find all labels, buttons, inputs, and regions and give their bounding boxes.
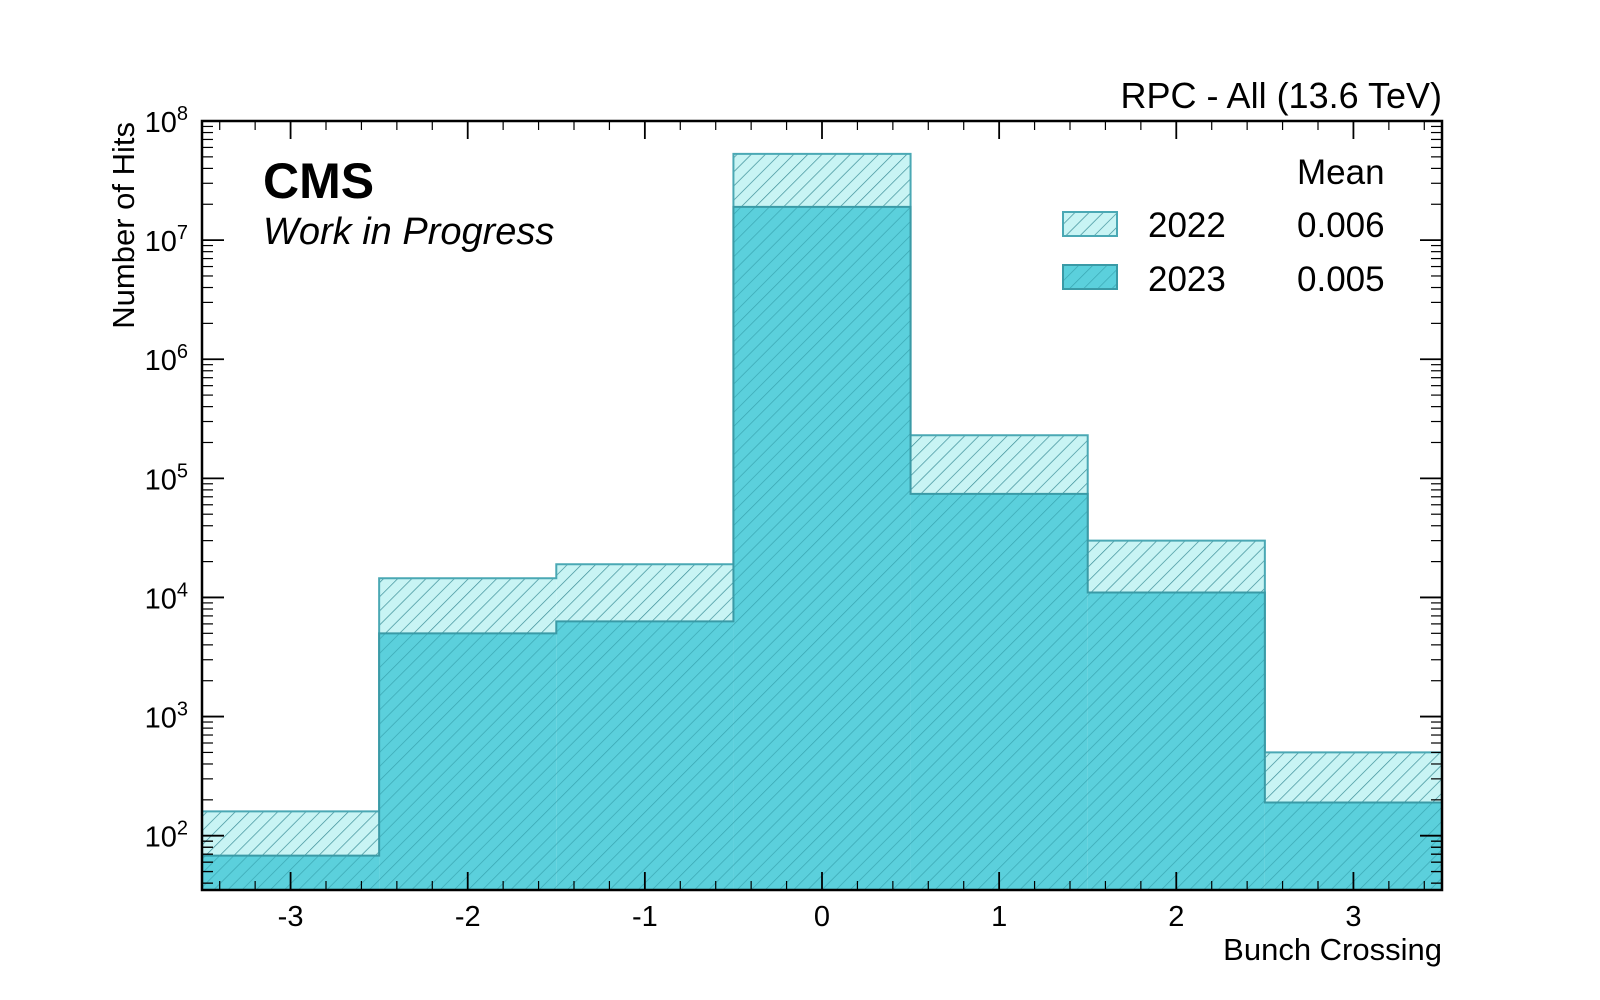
- bar-2023-bin-2: [1087, 592, 1265, 890]
- x-tick-label: 0: [814, 901, 830, 933]
- x-tick-label: -2: [455, 901, 481, 933]
- legend-mean-2023: 0.005: [1297, 260, 1385, 299]
- legend: Mean 2022 0.006 2023 0.005: [1062, 153, 1385, 299]
- axis-ticks: [202, 120, 1442, 890]
- y-tick-label: 107: [145, 222, 188, 258]
- legend-label-2022: 2022: [1148, 206, 1226, 245]
- x-tick-label: -1: [632, 901, 658, 933]
- y-tick-label: 105: [145, 460, 188, 496]
- legend-label-2023: 2023: [1148, 260, 1226, 299]
- status-label: Work in Progress: [263, 211, 554, 253]
- x-tick-label: 2: [1168, 901, 1184, 933]
- y-tick-label: 102: [145, 818, 188, 854]
- x-tick-label: 3: [1345, 901, 1361, 933]
- y-tick-label: 108: [145, 103, 188, 139]
- bar-2023-bin-1: [910, 493, 1088, 890]
- bar-2023-bin--1: [556, 621, 734, 890]
- y-tick-label: 103: [145, 699, 188, 735]
- bar-2023-bin-0: [733, 206, 911, 891]
- y-tick-label: 106: [145, 341, 188, 377]
- cms-label: CMS: [263, 153, 374, 209]
- y-axis-label: Number of Hits: [106, 122, 141, 329]
- legend-mean-2022: 0.006: [1297, 206, 1385, 245]
- y-tick-labels: 102 103 104 105 106 107 108: [145, 103, 188, 854]
- plot-frame: [200, 119, 1444, 892]
- chart-title: RPC - All (13.6 TeV): [1121, 75, 1442, 116]
- x-tick-labels: -3 -2 -1 0 1 2 3: [278, 901, 1362, 933]
- x-axis-label: Bunch Crossing: [1223, 932, 1442, 967]
- outline-2023: [201, 205, 1443, 890]
- bar-2023-bin--2: [379, 633, 557, 890]
- y-tick-label: 104: [145, 579, 188, 615]
- series-2023-bars: [201, 205, 1443, 891]
- legend-swatch-2023: [1062, 264, 1118, 290]
- legend-swatch-2022: [1062, 211, 1118, 237]
- x-tick-label: 1: [991, 901, 1007, 933]
- legend-header: Mean: [1297, 153, 1385, 192]
- x-tick-label: -3: [278, 901, 304, 933]
